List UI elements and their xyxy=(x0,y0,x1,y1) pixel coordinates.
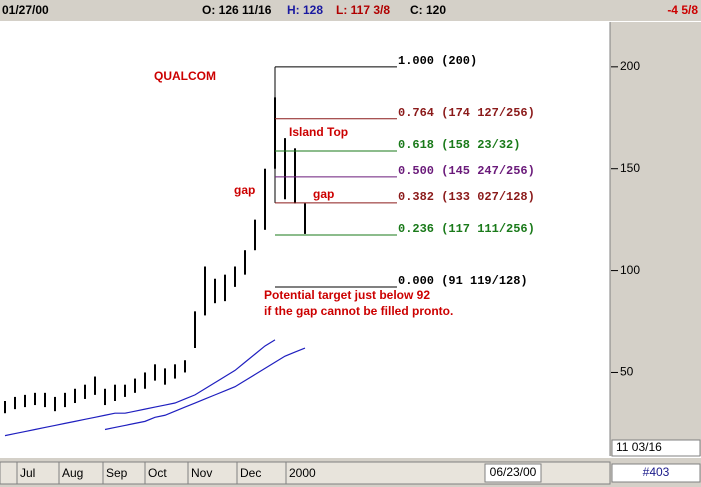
header-bar xyxy=(0,0,701,21)
y-axis-panel xyxy=(610,22,701,456)
fib-label: 0.618 (158 23/32) xyxy=(398,138,520,152)
footer-id: #403 xyxy=(643,465,670,479)
annotation: Island Top xyxy=(289,125,348,139)
annotation: gap xyxy=(234,183,255,197)
footer-date: 06/23/00 xyxy=(490,465,537,479)
header-high: H: 128 xyxy=(287,3,323,17)
fib-label: 0.000 (91 119/128) xyxy=(398,274,528,288)
y-tick-label: 150 xyxy=(620,161,640,175)
chart-title: QUALCOM xyxy=(154,69,216,83)
annotation: Potential target just below 92 xyxy=(264,288,430,302)
footer-id-box xyxy=(611,463,701,483)
corner-box xyxy=(611,439,701,457)
moving-average xyxy=(104,347,306,431)
fib-label: 1.000 (200) xyxy=(398,54,477,68)
header-open: O: 126 11/16 xyxy=(202,3,272,17)
x-tick-label: Aug xyxy=(62,466,83,480)
fib-label: 0.236 (117 111/256) xyxy=(398,222,535,236)
x-tick-label: Nov xyxy=(191,466,212,480)
y-tick-label: 200 xyxy=(620,59,640,73)
y-tick-label: 100 xyxy=(620,263,640,277)
x-tick-label: Sep xyxy=(106,466,128,480)
footer-date-box xyxy=(484,463,542,483)
fib-label: 0.764 (174 127/256) xyxy=(398,106,535,120)
header-change: -4 5/8 xyxy=(667,3,698,17)
x-axis-band xyxy=(0,461,611,485)
fib-label: 0.500 (145 247/256) xyxy=(398,164,535,178)
x-tick-label: Jul xyxy=(20,466,35,480)
header-close: C: 120 xyxy=(410,3,446,17)
header-date: 01/27/00 xyxy=(2,3,49,17)
corner-text: 11 03/16 xyxy=(616,440,662,454)
y-tick-label: 50 xyxy=(620,365,634,379)
moving-average xyxy=(4,339,276,437)
plot-area xyxy=(0,22,610,456)
x-tick-label: 2000 xyxy=(289,466,316,480)
annotation: if the gap cannot be filled pronto. xyxy=(264,304,453,318)
x-tick-label: Dec xyxy=(240,466,261,480)
x-tick-label: Oct xyxy=(148,466,167,480)
fib-label: 0.382 (133 027/128) xyxy=(398,190,535,204)
header-low: L: 117 3/8 xyxy=(336,3,390,17)
annotation: gap xyxy=(313,187,334,201)
